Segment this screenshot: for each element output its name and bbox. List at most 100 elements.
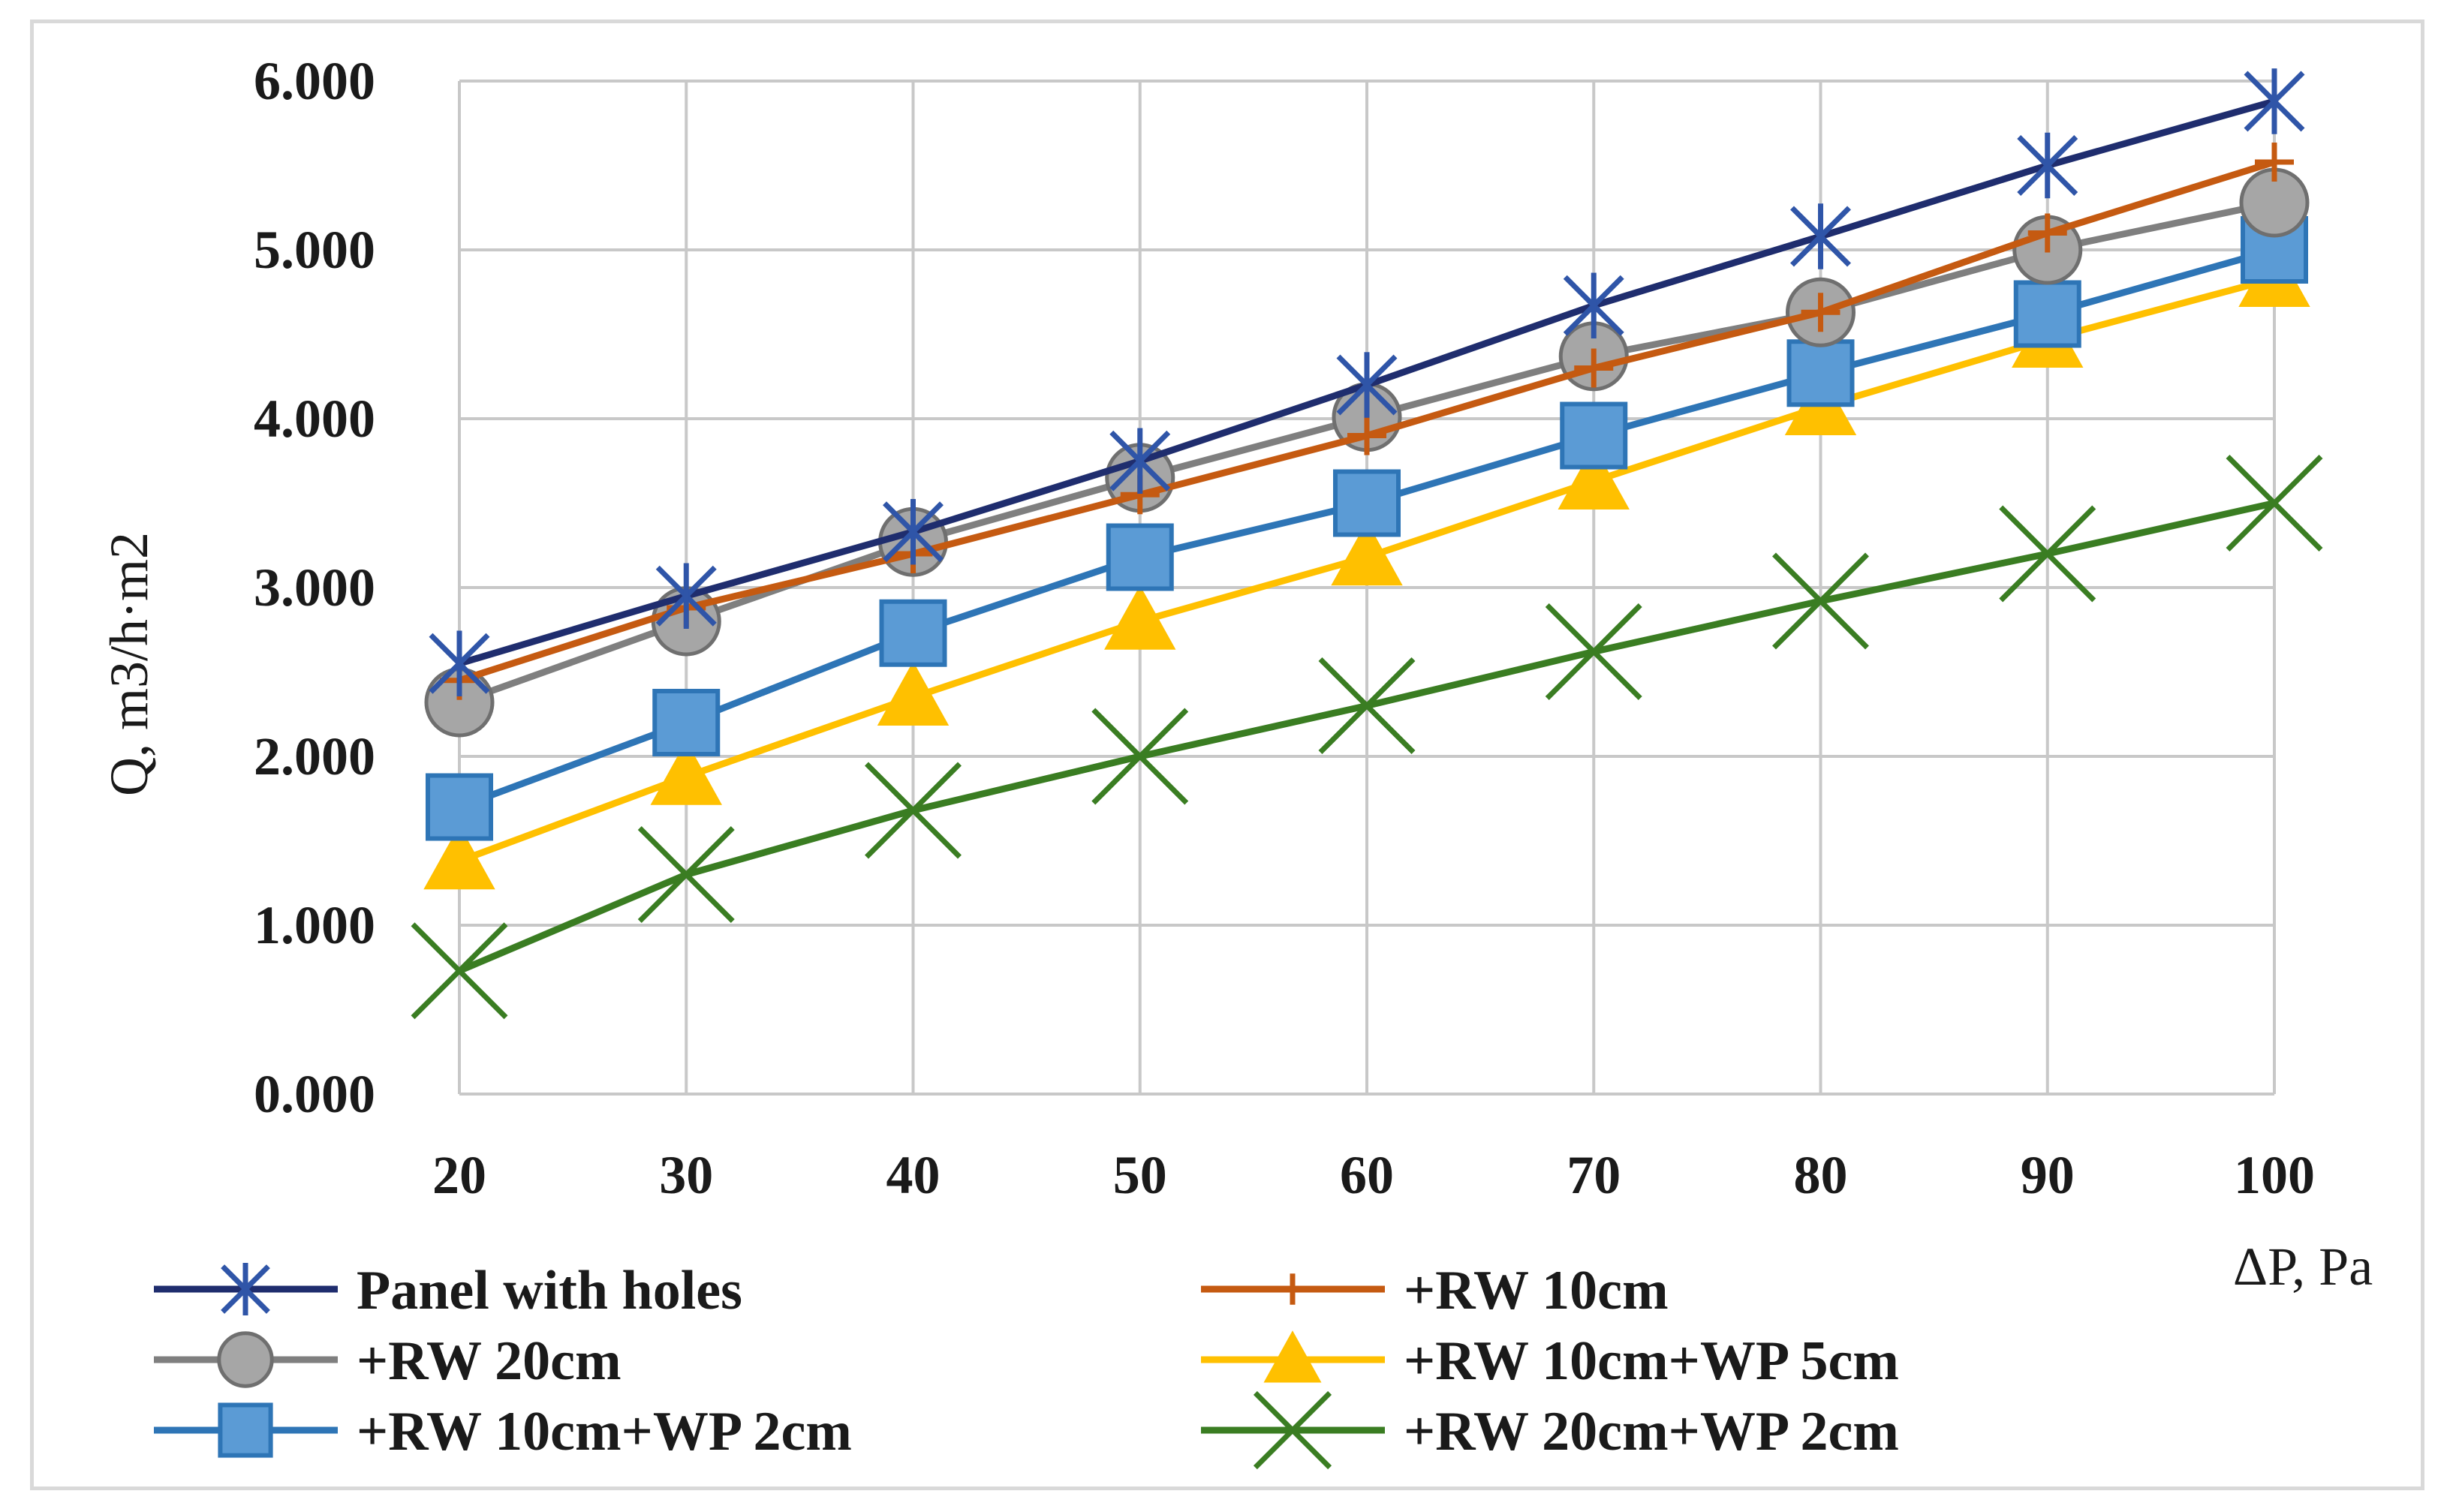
data-point-marker (217, 1331, 274, 1388)
triangle-marker (1331, 521, 1403, 586)
data-point-marker (650, 740, 722, 805)
legend-label: Panel with holes (357, 1260, 742, 1321)
square-marker (218, 1402, 273, 1458)
data-point-marker (429, 630, 490, 696)
legend-item: +RW 20cm+WP 2cm (1201, 1390, 1899, 1470)
square-marker (652, 689, 721, 756)
data-point-marker (652, 689, 721, 756)
triangle-marker (1104, 585, 1176, 650)
x-tick-label: 70 (1567, 1145, 1621, 1205)
y-tick-label: 3.000 (254, 558, 375, 618)
legend-item: +RW 10cm+WP 5cm (1201, 1330, 1899, 1392)
x-marker (1545, 603, 1642, 700)
x-tick-label: 90 (2021, 1145, 2075, 1205)
triangle-marker (1558, 445, 1630, 510)
square-marker (879, 599, 947, 667)
data-point-marker (1772, 552, 1869, 650)
series-rw-20cm-wp-2cm (411, 455, 2323, 1020)
data-point-marker (879, 599, 947, 667)
x-marker (1091, 708, 1189, 805)
data-point-marker (2255, 143, 2294, 182)
x-marker (411, 922, 508, 1020)
x-tick-label: 40 (886, 1145, 941, 1205)
series-rw-10cm (440, 143, 2294, 700)
x-tick-label: 80 (1794, 1145, 1848, 1205)
data-point-marker (2027, 213, 2067, 253)
x-tick-label: 30 (659, 1145, 713, 1205)
x-tick-label: 50 (1113, 1145, 1167, 1205)
x-marker (637, 826, 735, 923)
data-point-marker (1786, 339, 1855, 407)
data-point-marker (883, 499, 944, 565)
y-tick-label: 5.000 (254, 220, 375, 280)
data-point-marker (1333, 469, 1401, 537)
data-point-marker (1104, 585, 1176, 650)
data-point-marker (2013, 280, 2081, 348)
legend-item: +RW 20cm (154, 1330, 622, 1392)
data-point-marker (1277, 1273, 1308, 1305)
data-point-marker (1263, 1330, 1322, 1383)
data-point-marker (877, 661, 950, 726)
data-point-marker (655, 563, 717, 629)
y-tick-label: 2.000 (254, 726, 375, 786)
x-marker (1318, 657, 1416, 754)
data-point-marker (1574, 348, 1614, 388)
data-point-marker (865, 762, 962, 859)
x-tick-label: 100 (2234, 1145, 2315, 1205)
data-point-marker (1563, 272, 1624, 338)
series-panel-with-holes (429, 68, 2305, 696)
grid (458, 80, 2276, 1096)
chart-frame (30, 20, 2424, 1490)
data-point-marker (1336, 352, 1398, 418)
data-point-marker (1331, 521, 1403, 586)
square-marker (1560, 401, 1628, 470)
y-axis-title: Q, m3/h·m2 (99, 532, 159, 796)
y-tick-label: 0.000 (254, 1064, 375, 1124)
data-point-marker (221, 1263, 270, 1315)
triangle-marker (650, 740, 722, 805)
data-point-marker (218, 1402, 273, 1458)
data-point-marker (1999, 505, 2096, 603)
x-axis-title: ΔP, Pa (2233, 1237, 2373, 1297)
data-point-marker (423, 825, 495, 890)
legend-item: +RW 10cm+WP 2cm (154, 1401, 852, 1462)
x-marker (1772, 552, 1869, 650)
series (411, 68, 2323, 1020)
data-point-marker (1106, 523, 1174, 591)
legend-label: +RW 20cm (357, 1330, 622, 1392)
square-marker (1333, 469, 1401, 537)
data-point-marker (1347, 416, 1386, 455)
square-marker (1786, 339, 1855, 407)
y-tick-label: 1.000 (254, 895, 375, 955)
triangle-marker (1263, 1330, 1322, 1383)
legend-item: +RW 10cm (1201, 1260, 1669, 1321)
y-axis-ticks: 0.000 1.000 2.000 3.000 4.000 5.000 6.000 (254, 51, 375, 1124)
circle-marker (217, 1331, 274, 1388)
legend: Panel with holes +RW 10cm +RW 20cm +RW 10cm… (154, 1260, 1899, 1470)
data-point-marker (1253, 1390, 1332, 1470)
data-point-marker (2226, 455, 2323, 552)
legend-label: +RW 10cm+WP 5cm (1404, 1330, 1899, 1392)
data-point-marker (637, 826, 735, 923)
x-marker (1253, 1390, 1332, 1470)
y-tick-label: 6.000 (254, 51, 375, 111)
legend-label: +RW 10cm+WP 2cm (357, 1401, 852, 1462)
x-axis-ticks: 20 30 40 50 60 70 80 90 100 (432, 1145, 2315, 1205)
triangle-marker (423, 825, 495, 890)
data-point-marker (1801, 293, 1840, 332)
data-point-marker (1790, 203, 1851, 269)
square-marker (1106, 523, 1174, 591)
legend-label: +RW 10cm (1404, 1260, 1669, 1321)
x-tick-label: 20 (432, 1145, 486, 1205)
data-point-marker (426, 773, 493, 841)
legend-label: +RW 20cm+WP 2cm (1404, 1401, 1899, 1462)
y-tick-label: 4.000 (254, 389, 375, 449)
data-point-marker (1109, 428, 1171, 494)
data-point-marker (2244, 68, 2305, 134)
data-point-marker (1545, 603, 1642, 700)
data-point-marker (1558, 445, 1630, 510)
square-marker (426, 773, 493, 841)
data-point-marker (1560, 401, 1628, 470)
x-marker (2226, 455, 2323, 552)
